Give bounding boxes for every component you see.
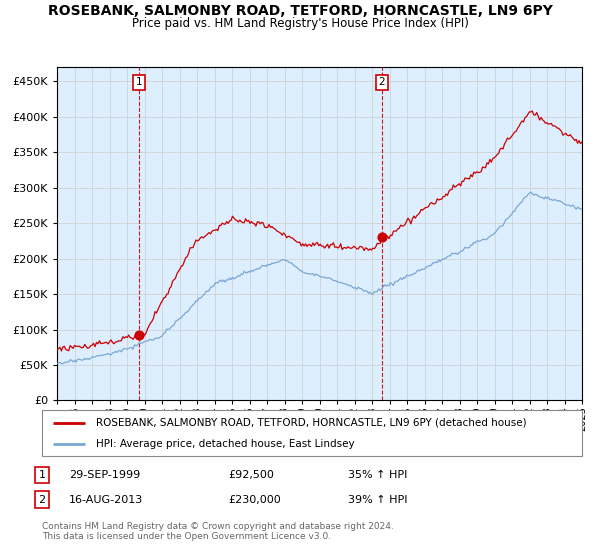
Text: Price paid vs. HM Land Registry's House Price Index (HPI): Price paid vs. HM Land Registry's House …: [131, 17, 469, 30]
Text: 35% ↑ HPI: 35% ↑ HPI: [348, 470, 407, 480]
Text: 2: 2: [38, 494, 46, 505]
Text: 1: 1: [38, 470, 46, 480]
Text: 16-AUG-2013: 16-AUG-2013: [69, 494, 143, 505]
Point: [134, 330, 143, 339]
Text: £92,500: £92,500: [228, 470, 274, 480]
Point: [377, 233, 386, 242]
Text: Contains HM Land Registry data © Crown copyright and database right 2024.: Contains HM Land Registry data © Crown c…: [42, 522, 394, 531]
FancyBboxPatch shape: [42, 410, 582, 456]
Text: 2: 2: [379, 77, 385, 87]
Text: £230,000: £230,000: [228, 494, 281, 505]
Text: ROSEBANK, SALMONBY ROAD, TETFORD, HORNCASTLE, LN9 6PY (detached house): ROSEBANK, SALMONBY ROAD, TETFORD, HORNCA…: [96, 418, 527, 428]
Text: 1: 1: [136, 77, 142, 87]
Text: 29-SEP-1999: 29-SEP-1999: [69, 470, 140, 480]
Text: ROSEBANK, SALMONBY ROAD, TETFORD, HORNCASTLE, LN9 6PY: ROSEBANK, SALMONBY ROAD, TETFORD, HORNCA…: [47, 4, 553, 18]
Text: This data is licensed under the Open Government Licence v3.0.: This data is licensed under the Open Gov…: [42, 532, 331, 541]
Text: HPI: Average price, detached house, East Lindsey: HPI: Average price, detached house, East…: [96, 439, 355, 449]
Text: 39% ↑ HPI: 39% ↑ HPI: [348, 494, 407, 505]
